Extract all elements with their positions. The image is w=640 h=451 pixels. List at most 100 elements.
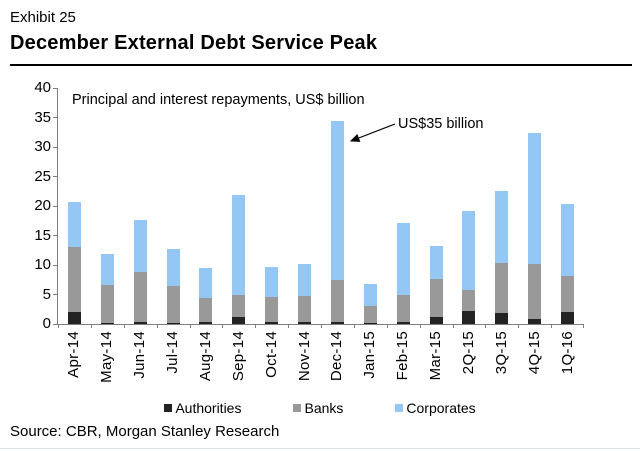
bar-segment-banks — [100, 285, 114, 324]
source-note: Source: CBR, Morgan Stanley Research — [10, 423, 280, 440]
y-axis-label: 30 — [34, 138, 51, 155]
y-axis-tick — [53, 146, 57, 148]
x-axis-label: 3Q-15 — [492, 331, 510, 375]
bar-segment-corporates — [330, 121, 344, 280]
legend-item-authorities: Authorities — [164, 400, 241, 416]
bar-1Q-16 — [561, 203, 575, 324]
bar-2Q-15 — [462, 211, 476, 324]
y-axis-label: 0 — [42, 315, 51, 332]
bar-segment-authorities — [199, 322, 213, 324]
report-header: Exhibit 25 December External Debt Servic… — [10, 8, 632, 56]
bar-Jun-14 — [133, 219, 147, 324]
x-axis-label: Oct-14 — [262, 331, 280, 378]
y-axis-tick — [53, 87, 57, 89]
annotation-label: US$35 billion — [398, 116, 484, 132]
bar-segment-banks — [133, 272, 147, 323]
bar-segment-authorities — [67, 312, 81, 324]
legend-label: Authorities — [175, 400, 242, 416]
bar-Mar-15 — [429, 245, 443, 324]
bar-segment-corporates — [495, 191, 509, 264]
bar-segment-banks — [363, 306, 377, 323]
bar-segment-authorities — [561, 312, 575, 324]
bar-segment-corporates — [561, 203, 575, 276]
bar-segment-corporates — [199, 267, 213, 299]
x-axis-label: Jul-14 — [164, 331, 182, 374]
x-axis-label: May-14 — [98, 331, 116, 383]
x-axis-tick — [386, 324, 388, 328]
bar-segment-authorities — [429, 316, 443, 324]
bar-Aug-14 — [199, 267, 213, 324]
bar-3Q-15 — [495, 191, 509, 324]
bar-segment-authorities — [298, 322, 312, 324]
page-title: December External Debt Service Peak — [10, 32, 378, 54]
x-axis-tick — [353, 324, 355, 328]
bar-segment-banks — [561, 275, 575, 313]
bar-segment-corporates — [363, 283, 377, 307]
x-axis-label: Apr-14 — [65, 331, 83, 378]
bar-segment-banks — [396, 294, 410, 323]
y-axis-label: 5 — [42, 285, 51, 303]
bar-segment-corporates — [462, 211, 476, 291]
legend-label: Corporates — [406, 400, 476, 416]
bar-segment-authorities — [495, 312, 509, 324]
x-axis-tick — [123, 324, 125, 328]
legend-label: Banks — [304, 400, 344, 416]
x-axis-tick — [321, 324, 322, 328]
bar-Apr-14 — [67, 202, 81, 324]
bar-segment-authorities — [330, 321, 344, 324]
bar-segment-corporates — [100, 254, 114, 286]
bar-segment-authorities — [462, 311, 476, 324]
bar-segment-banks — [462, 290, 476, 312]
x-axis-tick — [419, 324, 421, 328]
x-axis-tick — [189, 324, 191, 328]
x-axis-label: Aug-14 — [196, 331, 214, 382]
bar-segment-corporates — [429, 245, 443, 280]
bar-segment-authorities — [363, 322, 377, 324]
plot-area: 0 5 10 15 20 25 30 35 40 Apr-14 May-14 Jun-14 Jul-14… — [34, 79, 584, 383]
x-axis-label: Sep-14 — [229, 331, 247, 382]
x-axis-label: 2Q-15 — [459, 331, 477, 375]
x-axis-label: Jun-14 — [131, 331, 149, 379]
y-axis-label: 25 — [34, 167, 51, 185]
bar-Oct-14 — [265, 267, 279, 324]
bar-segment-authorities — [166, 322, 180, 324]
y-axis-tick — [53, 205, 57, 207]
exhibit-label: Exhibit 25 — [10, 9, 76, 26]
chart-subtitle: Principal and interest repayments, US$ b… — [72, 92, 365, 108]
bar-segment-banks — [330, 279, 344, 322]
x-axis-tick — [58, 324, 59, 328]
bar-Jul-14 — [166, 248, 180, 324]
bar-segment-authorities — [265, 322, 279, 324]
bottom-divider — [0, 448, 640, 449]
bar-segment-banks — [265, 297, 279, 323]
chart-legend: Authorities Banks Corporates — [0, 400, 640, 416]
bar-Dec-14 — [330, 121, 344, 324]
bar-segment-corporates — [232, 195, 246, 295]
legend-item-banks: Banks — [293, 400, 343, 416]
x-axis-tick — [90, 324, 92, 328]
x-axis-label: Dec-14 — [328, 331, 346, 382]
x-axis-tick — [452, 324, 454, 328]
y-axis-tick — [53, 117, 57, 118]
bar-segment-authorities — [133, 322, 147, 324]
legend-swatch-icon — [395, 404, 404, 412]
y-axis-label: 10 — [34, 256, 51, 273]
x-axis-tick — [583, 324, 584, 328]
bar-segment-corporates — [67, 202, 81, 248]
bar-segment-authorities — [396, 322, 410, 324]
legend-item-corporates: Corporates — [395, 400, 476, 416]
bar-Nov-14 — [298, 264, 312, 324]
bar-segment-authorities — [100, 323, 114, 324]
x-axis-label: 1Q-16 — [558, 331, 576, 375]
bar-segment-banks — [495, 263, 509, 313]
bar-segment-banks — [67, 247, 81, 313]
x-axis-tick — [156, 324, 158, 328]
y-axis-label: 20 — [34, 197, 51, 214]
bar-segment-corporates — [528, 132, 542, 265]
x-axis-label: Feb-15 — [394, 331, 412, 381]
legend-swatch-icon — [164, 404, 173, 412]
y-axis-label: 15 — [34, 226, 51, 244]
x-axis-label: Mar-15 — [427, 331, 445, 381]
y-axis-tick — [53, 294, 57, 295]
